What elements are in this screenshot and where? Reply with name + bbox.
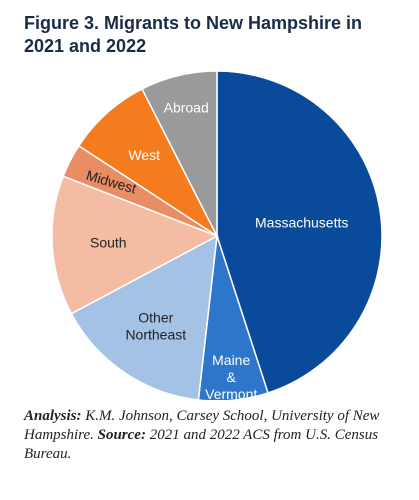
- pie-slice-south: [51, 175, 219, 315]
- pie-slice-other-northeast: [70, 234, 218, 400]
- pie-slice-massachusetts: [216, 70, 383, 394]
- slice-label-west: West: [128, 147, 160, 163]
- analysis-text: K.M. Johnson, Carsey School, University …: [24, 408, 380, 443]
- source-text: 2021 and 2022 ACS from U.S. Census Burea…: [24, 427, 379, 462]
- slice-label-massachusetts: Massachusetts: [255, 215, 348, 231]
- slice-label-maine-vermont: Maine & Vermont: [205, 352, 257, 400]
- slice-label-other-northeast: Other Northeast: [125, 310, 186, 343]
- source-label: Source:: [97, 427, 146, 443]
- pie-slice-abroad: [141, 70, 218, 237]
- source-note: Analysis: K.M. Johnson, Carsey School, U…: [24, 407, 404, 464]
- analysis-label: Analysis:: [24, 408, 82, 424]
- slice-label-abroad: Abroad: [164, 100, 209, 116]
- chart-title: Figure 3. Migrants to New Hampshire in 2…: [24, 13, 363, 56]
- pie-slice-west: [77, 87, 219, 239]
- pie-chart: Massachusetts Maine & Vermont Other Northeast…: [51, 70, 383, 400]
- slice-label-south: South: [90, 235, 127, 251]
- pie-labels: Massachusetts Maine & Vermont Other Northeast…: [84, 100, 348, 400]
- pie-slices: [51, 70, 383, 400]
